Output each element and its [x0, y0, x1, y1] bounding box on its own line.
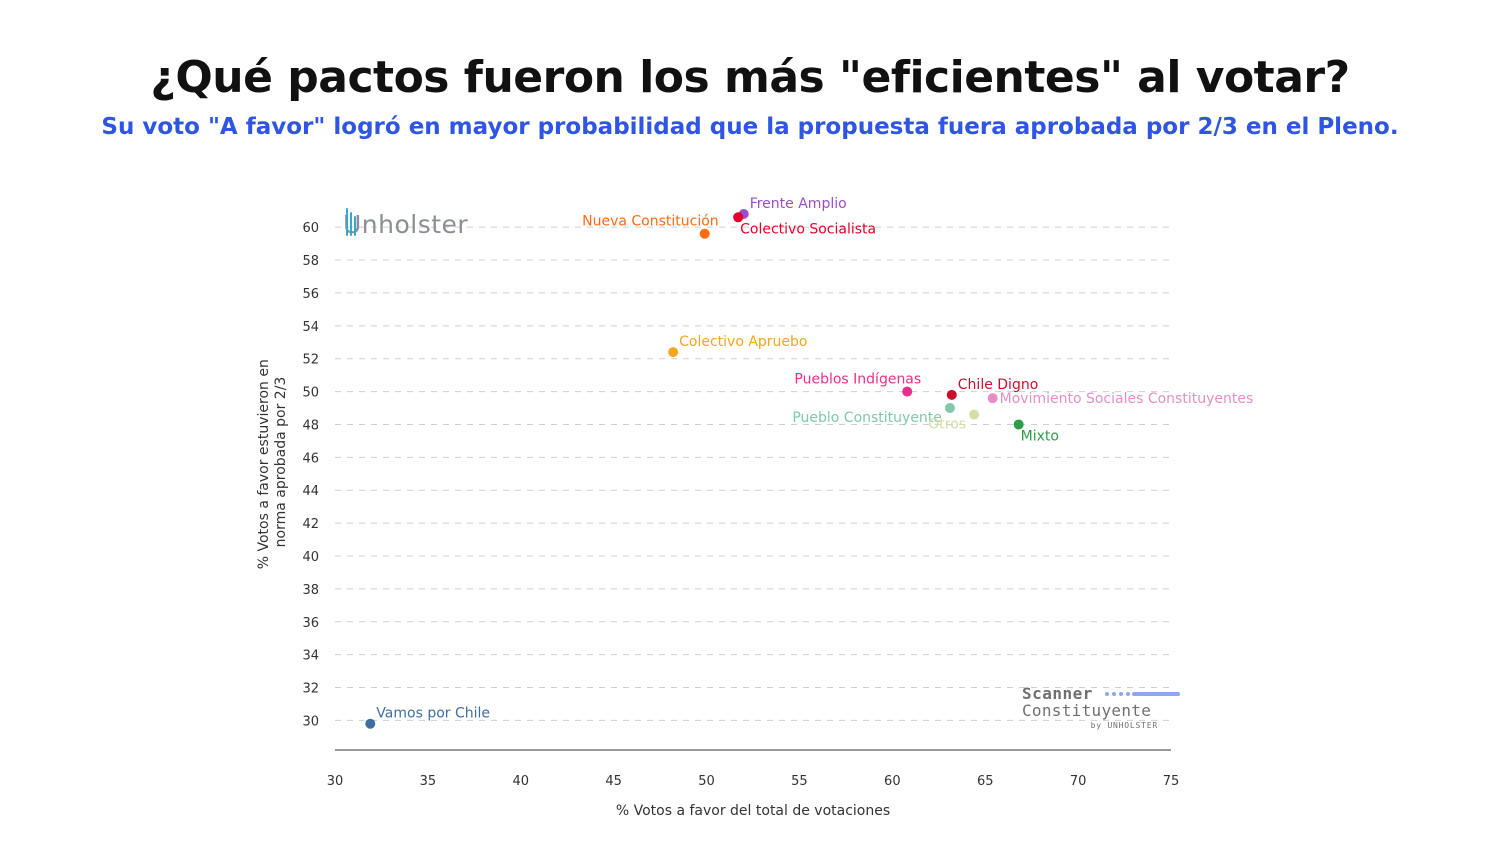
data-point-label: Mixto [1021, 428, 1059, 444]
data-point-label: Movimiento Sociales Constituyentes [1000, 391, 1254, 407]
x-tick-label: 40 [513, 774, 530, 789]
data-point-label: Otros [928, 417, 966, 433]
unholster-logo-icon [344, 208, 362, 236]
chart-subtitle: Su voto "A favor" logró en mayor probabi… [101, 114, 1399, 140]
x-tick-label: 30 [327, 774, 344, 789]
data-point-label: Pueblo Constituyente [792, 410, 942, 426]
chart-title: ¿Qué pactos fueron los más "eficientes" … [150, 52, 1350, 103]
data-point-label: Colectivo Apruebo [679, 334, 807, 350]
y-tick-label: 44 [302, 484, 319, 499]
data-point[interactable] [733, 212, 744, 223]
data-point-label: Nueva Constitución [582, 214, 719, 230]
x-tick-label: 35 [420, 774, 437, 789]
unholster-logo-text: Unholster [343, 210, 469, 239]
y-axis-label-line2: norma aprobada por 2/3 [273, 377, 289, 548]
y-axis-ticks: 30 32 34 36 38 40 42 44 46 48 50 52 54 56 58 60 [302, 221, 319, 729]
data-point-label: Frente Amplio [750, 196, 847, 212]
x-tick-label: 55 [791, 774, 808, 789]
y-tick-label: 40 [302, 550, 319, 565]
data-point-label: Pueblos Indígenas [794, 372, 921, 388]
y-tick-label: 58 [302, 254, 319, 269]
unholster-logo: Unholster [343, 208, 469, 239]
scanner-logo-line2: Constituyente [1022, 701, 1152, 720]
scanner-dots-icon [1105, 692, 1180, 696]
y-tick-label: 48 [302, 418, 319, 433]
y-tick-label: 30 [302, 714, 319, 729]
data-point-label: Vamos por Chile [376, 706, 490, 722]
y-tick-label: 32 [302, 682, 319, 697]
y-tick-label: 46 [302, 451, 319, 466]
data-point[interactable] [902, 386, 913, 397]
data-points: Frente Amplio Colectivo Socialista Nueva C… [365, 196, 1253, 729]
y-tick-label: 56 [302, 287, 319, 302]
scanner-constituyente-logo: Scanner Constituyente by UNHOLSTER [1022, 684, 1180, 730]
y-tick-label: 54 [302, 320, 319, 335]
data-point[interactable] [987, 393, 998, 404]
y-axis-label: % Votos a favor estuvieron en norma apro… [256, 355, 289, 570]
data-point[interactable] [668, 347, 679, 358]
y-tick-label: 50 [302, 386, 319, 401]
x-tick-label: 60 [884, 774, 901, 789]
y-axis-label-line1: % Votos a favor estuvieron en [256, 359, 272, 569]
scanner-logo-line3: by UNHOLSTER [1090, 721, 1158, 730]
data-point[interactable] [969, 409, 980, 420]
x-tick-label: 65 [977, 774, 994, 789]
data-point[interactable] [365, 718, 376, 729]
scanner-logo-line1: Scanner [1022, 684, 1093, 703]
data-point-label: Chile Digno [958, 377, 1039, 393]
x-axis-ticks: 30 35 40 45 50 55 60 65 70 75 [327, 774, 1180, 789]
x-tick-label: 50 [698, 774, 715, 789]
data-point[interactable] [946, 389, 957, 400]
x-tick-label: 45 [605, 774, 622, 789]
y-tick-label: 36 [302, 616, 319, 631]
y-tick-label: 38 [302, 583, 319, 598]
x-axis-label: % Votos a favor del total de votaciones [616, 803, 890, 819]
y-tick-label: 42 [302, 517, 319, 532]
data-point[interactable] [944, 403, 955, 414]
y-tick-label: 34 [302, 649, 319, 664]
data-point[interactable] [1013, 419, 1024, 430]
data-point-label: Colectivo Socialista [740, 221, 876, 237]
x-tick-label: 75 [1163, 774, 1180, 789]
data-point[interactable] [699, 228, 710, 239]
y-tick-label: 52 [302, 353, 319, 368]
gridlines [335, 226, 1171, 721]
y-tick-label: 60 [302, 221, 319, 236]
x-tick-label: 70 [1070, 774, 1087, 789]
